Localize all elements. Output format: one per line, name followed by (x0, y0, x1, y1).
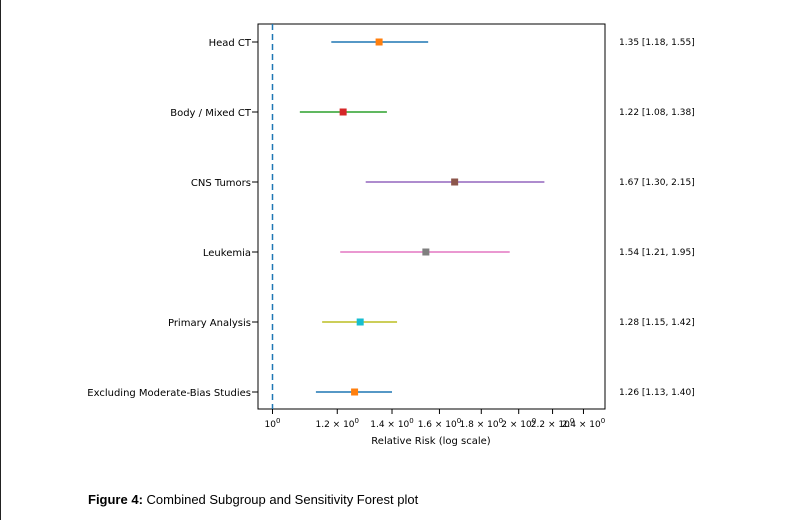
tick-base: 2.4 × 10 (562, 420, 601, 430)
estimate-text: 1.54 [1.21, 1.95] (619, 248, 695, 258)
tick-exponent: 0 (532, 417, 536, 425)
caption-text: Combined Subgroup and Sensitivity Forest… (142, 492, 419, 507)
tick-exponent: 0 (499, 417, 503, 425)
row-label: Excluding Moderate-Bias Studies (87, 388, 251, 399)
tick-base: 1.4 × 10 (370, 420, 409, 430)
x-tick-label: 2.2 × 100 (531, 417, 575, 430)
estimate-text: 1.26 [1.13, 1.40] (619, 388, 695, 398)
page-border (0, 0, 1, 520)
x-tick-label: 100 (265, 417, 281, 430)
point-estimate (351, 388, 359, 396)
row-label: Body / Mixed CT (170, 108, 252, 119)
forest-row: CNS Tumors 1.67 [1.30, 2.15] (191, 178, 695, 189)
point-estimate (422, 248, 430, 256)
tick-exponent: 0 (570, 417, 574, 425)
tick-exponent: 0 (276, 417, 280, 425)
row-label: Primary Analysis (168, 318, 251, 329)
tick-base: 2.2 × 10 (531, 420, 570, 430)
row-label: Head CT (209, 38, 252, 49)
figure-caption: Figure 4: Combined Subgroup and Sensitiv… (88, 492, 418, 507)
forest-row: Excluding Moderate-Bias Studies 1.26 [1.1… (87, 388, 694, 399)
point-estimate (375, 38, 383, 46)
forest-row: Primary Analysis 1.28 [1.15, 1.42] (168, 318, 695, 329)
x-tick-label: 1.6 × 100 (418, 417, 462, 430)
x-tick-label: 1.8 × 100 (460, 417, 504, 430)
row-label: CNS Tumors (191, 178, 251, 189)
tick-base: 1.8 × 10 (460, 420, 499, 430)
tick-base: 10 (265, 420, 277, 430)
x-axis-label: Relative Risk (log scale) (371, 436, 491, 447)
tick-base: 2 × 10 (501, 420, 532, 430)
forest-rows: Head CT 1.35 [1.18, 1.55] Body / Mixed CT 1… (87, 38, 694, 399)
tick-exponent: 0 (457, 417, 461, 425)
caption-label: Figure 4: (88, 492, 143, 507)
point-estimate (339, 108, 347, 116)
estimate-text: 1.35 [1.18, 1.55] (619, 38, 695, 48)
x-tick-label: 2 × 100 (501, 417, 536, 430)
forest-row: Leukemia 1.54 [1.21, 1.95] (203, 248, 695, 259)
estimate-text: 1.22 [1.08, 1.38] (619, 108, 695, 118)
row-label: Leukemia (203, 248, 251, 259)
estimate-text: 1.28 [1.15, 1.42] (619, 318, 695, 328)
tick-exponent: 0 (355, 417, 359, 425)
x-tick-label: 1.4 × 100 (370, 417, 414, 430)
tick-base: 1.6 × 10 (418, 420, 457, 430)
tick-base: 1.2 × 10 (316, 420, 355, 430)
point-estimate (356, 318, 364, 326)
estimate-text: 1.67 [1.30, 2.15] (619, 178, 695, 188)
tick-exponent: 0 (409, 417, 413, 425)
plot-frame (257, 23, 606, 410)
point-estimate (451, 178, 459, 186)
forest-row: Body / Mixed CT 1.22 [1.08, 1.38] (170, 108, 695, 119)
forest-row: Head CT 1.35 [1.18, 1.55] (209, 38, 695, 49)
tick-exponent: 0 (601, 417, 605, 425)
x-tick-label: 1.2 × 100 (316, 417, 360, 430)
x-tick-label: 2.4 × 100 (562, 417, 606, 430)
